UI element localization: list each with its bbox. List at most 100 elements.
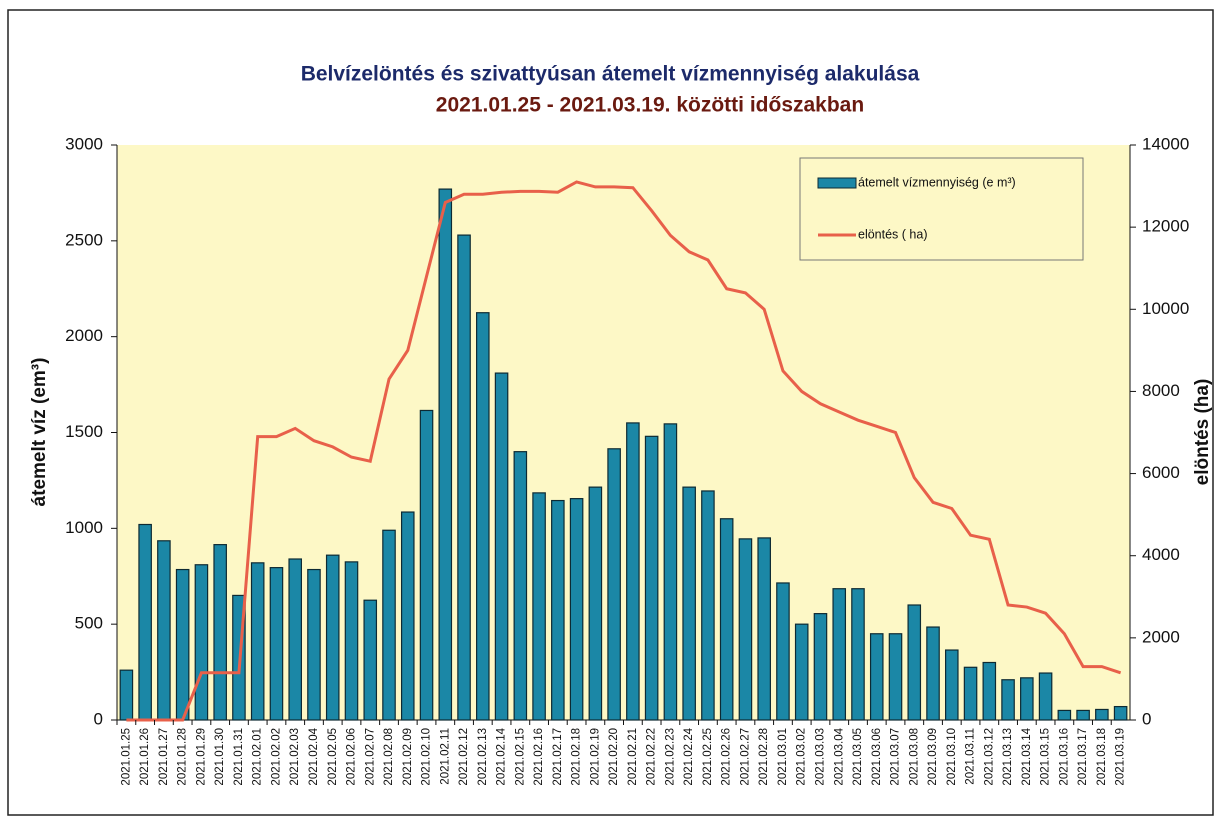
bar [344,561,359,721]
x-tick-label: 2021.02.28 [758,728,770,786]
x-tick-label: 2021.03.08 [908,728,920,786]
bar [832,588,847,721]
x-tick-label: 2021.03.07 [890,728,902,786]
bar [738,538,753,721]
x-tick-label: 2021.03.09 [927,728,939,786]
bar [626,422,640,721]
bar [869,633,884,721]
x-tick-label: 2021.02.16 [533,728,545,786]
x-tick-label: 2021.02.24 [683,727,695,785]
y2-tick-label: 10000 [1142,299,1189,318]
bar [1076,709,1090,721]
bar [551,499,565,721]
y2-tick-label: 8000 [1142,381,1180,400]
x-tick-label: 2021.01.28 [177,728,189,786]
x-tick-label: 2021.03.10 [946,728,958,786]
y-axis-label: átemelt víz (em³) [29,358,50,507]
x-tick-label: 2021.03.04 [833,727,845,785]
bar [907,604,922,721]
bar [476,312,490,721]
x-tick-label: 2021.02.03 [289,728,301,786]
y2-axis-label: elöntés (ha) [1192,379,1213,486]
x-tick-label: 2021.01.27 [158,728,170,786]
bar [588,486,603,721]
bar [288,558,303,721]
x-tick-label: 2021.03.02 [796,728,808,786]
bar [757,537,771,721]
x-tick-label: 2021.02.08 [383,728,395,786]
x-tick-label: 2021.02.20 [608,728,620,786]
y2-tick-label: 6000 [1142,463,1180,482]
legend-swatch [817,177,857,189]
y-tick-label: 500 [75,614,103,633]
x-tick-label: 2021.02.15 [514,728,526,786]
x-tick-label: 2021.01.29 [195,728,207,786]
x-tick-label: 2021.02.25 [702,728,714,786]
bar [776,582,790,721]
x-tick-label: 2021.02.02 [270,728,282,786]
x-tick-label: 2021.02.14 [496,727,508,785]
bar [119,669,134,721]
bar [157,540,171,721]
x-tick-label: 2021.01.26 [139,728,151,786]
bar [194,564,209,721]
y2-tick-label: 2000 [1142,627,1180,646]
x-tick-label: 2021.02.17 [552,728,564,786]
x-tick-label: 2021.02.09 [402,728,414,786]
x-tick-label: 2021.03.03 [815,728,827,786]
y2-tick-label: 14000 [1142,134,1189,153]
bar [325,554,340,721]
line [126,180,1122,722]
chart-subtitle: 2021.01.25 - 2021.03.19. közötti időszak… [436,94,864,117]
y2-tick-label: 4000 [1142,545,1180,564]
y-tick-label: 3000 [65,134,103,153]
y-tick-label: 1500 [65,422,103,441]
x-tick-label: 2021.03.19 [1115,728,1127,786]
legend-label: átemelt vízmennyiség (e m³) [858,175,1016,189]
bar [382,529,396,721]
x-tick-label: 2021.02.10 [421,728,433,786]
bar [419,409,434,721]
x-tick-label: 2021.02.04 [308,727,320,785]
x-tick-label: 2021.03.14 [1021,727,1033,785]
bar [213,544,227,721]
x-tick-label: 2021.02.23 [664,728,676,786]
y-tick-label: 1000 [65,518,103,537]
bar [701,490,715,721]
bar [532,492,546,721]
bar [607,448,621,721]
bar [1113,705,1128,721]
chart-title: Belvízelöntés és szivattyúsan átemelt ví… [301,63,920,86]
x-tick-label: 2021.03.12 [983,728,995,786]
bar [250,562,265,721]
x-tick-label: 2021.02.12 [458,728,470,786]
x-tick-label: 2021.02.13 [477,728,489,786]
x-tick-label: 2021.02.19 [589,728,601,786]
bar [719,518,734,721]
x-tick-label: 2021.03.18 [1096,728,1108,786]
bar [438,188,453,721]
x-tick-label: 2021.01.25 [120,728,132,786]
bar [1095,708,1109,721]
bar [269,567,284,721]
bar [307,568,321,721]
x-tick-label: 2021.01.30 [214,728,226,786]
x-tick-label: 2021.02.26 [721,728,733,786]
bar [813,613,828,721]
bar [363,599,378,721]
y-tick-label: 2500 [65,230,103,249]
x-tick-label: 2021.03.17 [1077,728,1089,786]
x-tick-label: 2021.01.31 [233,728,245,786]
bar [1038,672,1053,721]
bar [1001,679,1015,721]
legend-label: elöntés ( ha) [858,227,927,241]
x-tick-label: 2021.02.06 [346,728,358,786]
x-tick-label: 2021.03.11 [965,728,977,785]
x-tick-label: 2021.02.11 [439,728,451,785]
x-tick-label: 2021.02.22 [646,728,658,786]
bar [682,486,696,721]
bar [663,423,678,721]
x-tick-label: 2021.02.21 [627,728,639,786]
bar [569,498,584,721]
